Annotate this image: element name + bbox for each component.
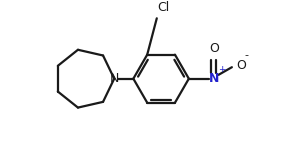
Text: O: O xyxy=(209,42,219,55)
Text: +: + xyxy=(219,65,226,74)
Text: O: O xyxy=(237,59,246,72)
Text: N: N xyxy=(109,72,119,85)
Text: Cl: Cl xyxy=(158,1,170,14)
Text: N: N xyxy=(208,72,219,85)
Text: -: - xyxy=(244,51,248,60)
